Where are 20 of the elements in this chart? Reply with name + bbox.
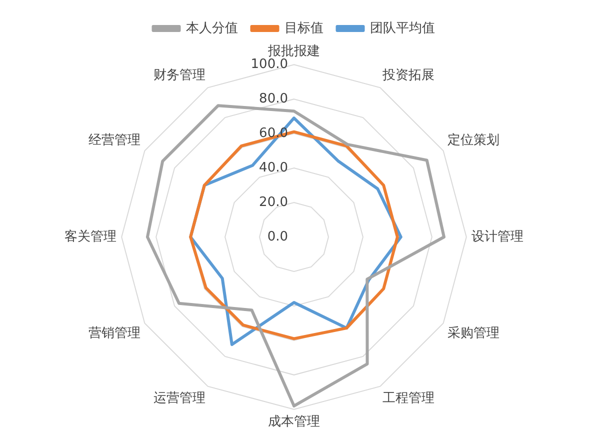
spoke-label: 财务管理 — [153, 68, 206, 83]
spoke-label: 采购管理 — [448, 326, 500, 341]
spoke-label: 设计管理 — [471, 229, 524, 244]
y-tick-label: 40.0 — [259, 160, 288, 176]
y-tick-label: 0.0 — [267, 229, 288, 244]
spoke-label: 工程管理 — [382, 390, 435, 406]
spoke-label: 客关管理 — [64, 228, 117, 244]
spoke-label: 投资拓展 — [382, 68, 435, 83]
y-tick-label: 20.0 — [259, 194, 288, 210]
spoke-label: 成本管理 — [268, 414, 320, 430]
spoke-label: 报批报建 — [267, 44, 320, 60]
legend-label: 本人分值 — [186, 20, 238, 36]
spoke-label: 营销管理 — [88, 326, 140, 341]
spoke-label: 定位策划 — [448, 132, 500, 148]
legend-label: 团队平均值 — [370, 20, 435, 36]
y-tick-label: 80.0 — [259, 91, 288, 106]
spoke-label: 经营管理 — [88, 132, 140, 148]
y-tick-label: 100.0 — [250, 56, 288, 72]
legend-label: 目标值 — [284, 20, 324, 36]
spoke-label: 运营管理 — [153, 390, 206, 406]
